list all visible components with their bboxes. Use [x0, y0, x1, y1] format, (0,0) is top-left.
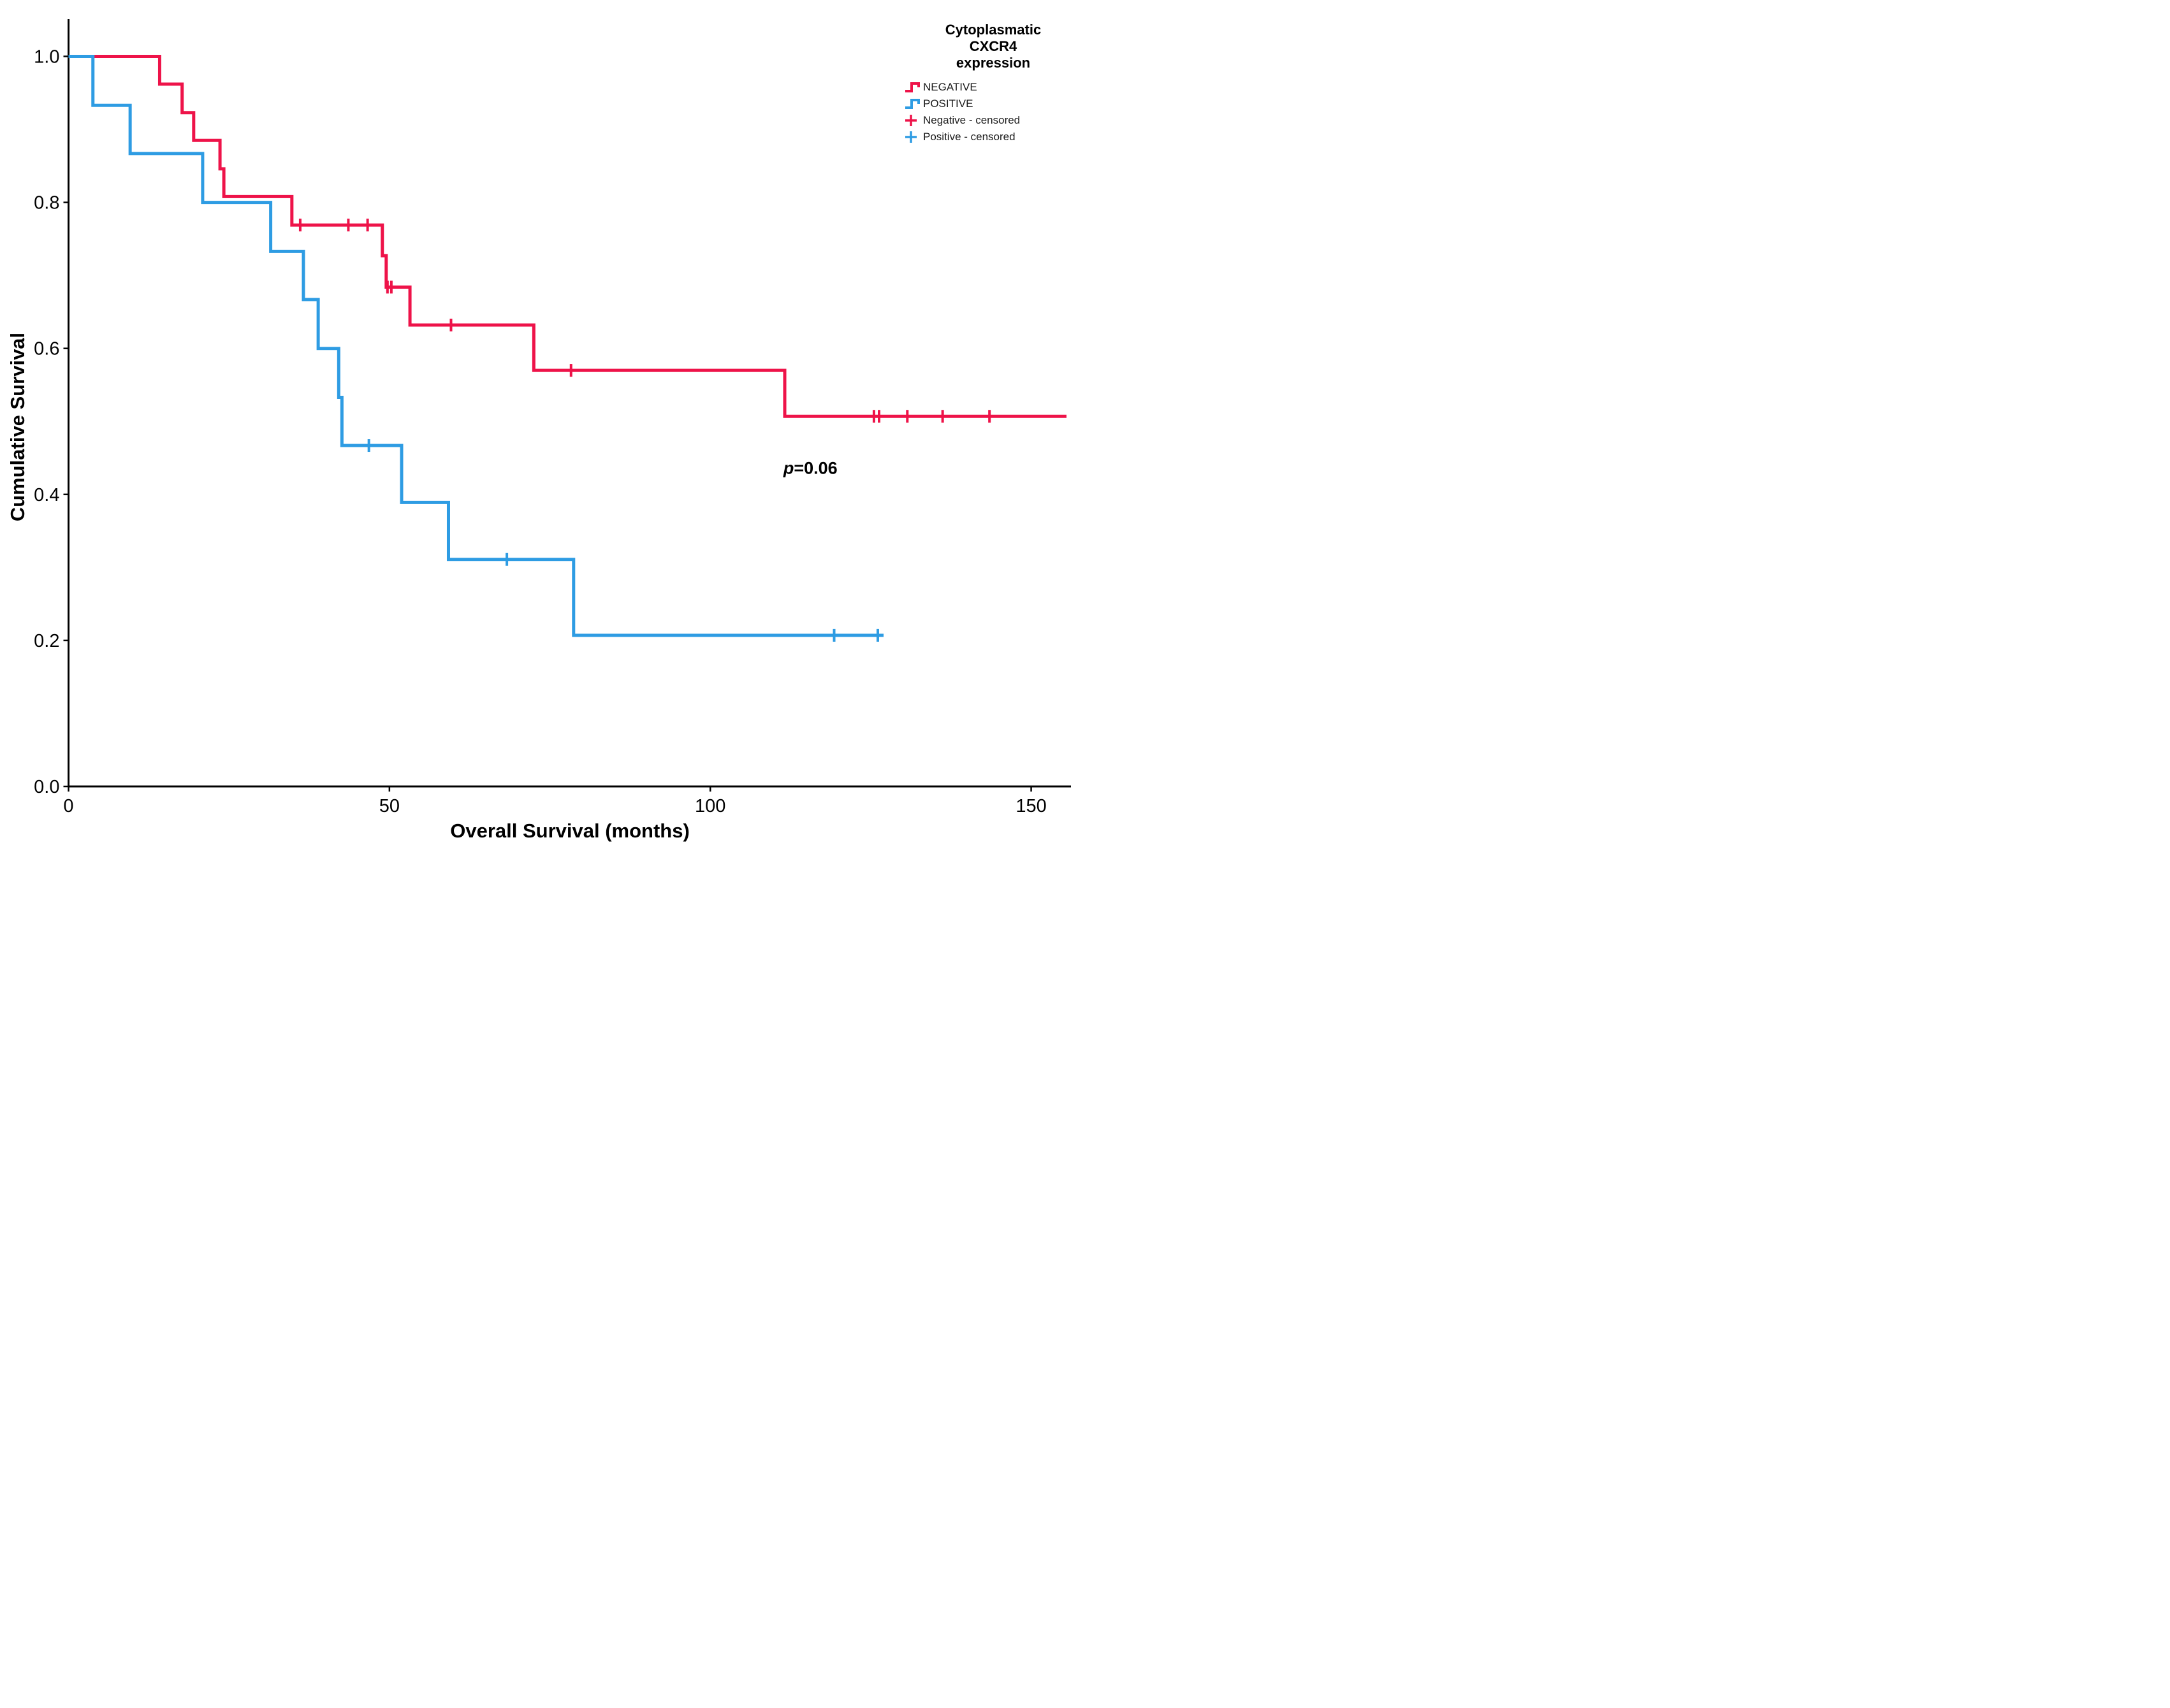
y-axis-title: Cumulative Survival	[6, 332, 29, 522]
svg-text:0.8: 0.8	[34, 193, 59, 214]
svg-text:0.4: 0.4	[34, 485, 59, 505]
legend-item-negative-censored: Negative - censored	[904, 112, 1082, 129]
plus-icon	[905, 115, 917, 126]
legend-item-label: Positive - censored	[923, 131, 1016, 143]
svg-text:1.0: 1.0	[34, 47, 59, 68]
plus-icon	[905, 131, 917, 143]
step-line-icon	[905, 82, 920, 92]
legend-title: Cytoplasmatic CXCR4 expression	[904, 22, 1082, 71]
legend-items: NEGATIVE POSITIVE Negative - censored Po…	[904, 79, 1082, 145]
svg-text:0.0: 0.0	[34, 777, 59, 797]
legend-title-line1: Cytoplasmatic	[945, 22, 1042, 38]
legend-item-positive: POSITIVE	[904, 96, 1082, 112]
legend-item-negative: NEGATIVE	[904, 79, 1082, 96]
svg-text:150: 150	[1016, 796, 1046, 816]
svg-text:0.6: 0.6	[34, 339, 59, 359]
svg-text:0.2: 0.2	[34, 631, 59, 651]
svg-text:50: 50	[379, 796, 400, 816]
legend-item-label: Negative - censored	[923, 114, 1021, 126]
svg-text:100: 100	[695, 796, 725, 816]
plot-area: 0.0 0.2 0.4 0.6 0.8 1.0 0 50 100 150 p=0.06	[34, 19, 1071, 816]
legend-title-line3: expression	[956, 55, 1031, 71]
legend-title-line2: CXCR4	[969, 38, 1017, 54]
legend: Cytoplasmatic CXCR4 expression NEGATIVE …	[904, 22, 1082, 145]
x-axis-title: Overall Survival (months)	[450, 820, 690, 842]
p-value: p=0.06	[783, 459, 838, 478]
svg-text:0: 0	[63, 796, 73, 816]
km-survival-chart: 0.0 0.2 0.4 0.6 0.8 1.0 0 50 100 150 p=0.06 Cumula…	[0, 0, 1085, 854]
step-line-icon	[905, 99, 920, 109]
legend-item-label: POSITIVE	[923, 98, 973, 110]
legend-item-positive-censored: Positive - censored	[904, 129, 1082, 145]
legend-item-label: NEGATIVE	[923, 81, 977, 93]
